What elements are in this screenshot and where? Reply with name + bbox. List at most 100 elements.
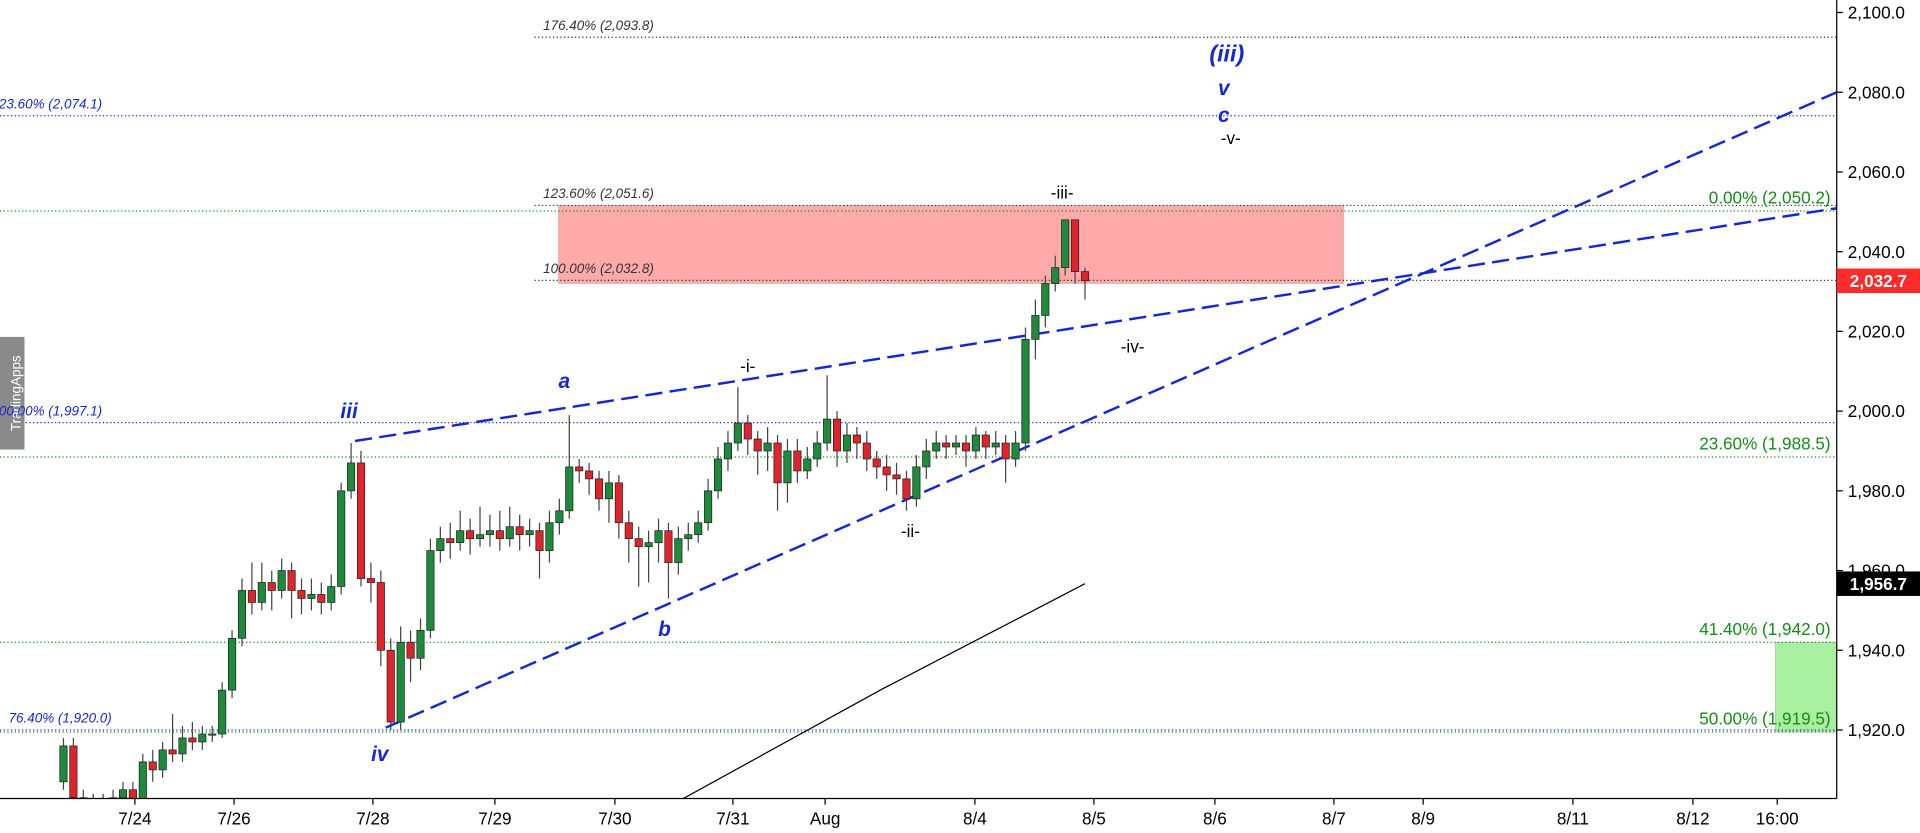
candle-body <box>1061 219 1070 268</box>
candle-body <box>902 478 911 500</box>
candle-body <box>79 797 88 799</box>
candle-body <box>168 749 177 755</box>
candle-body <box>69 745 78 799</box>
price-badge-label: 1,956.7 <box>1850 574 1907 594</box>
candle-body <box>922 450 931 468</box>
candle-body <box>952 442 961 448</box>
candle-body <box>118 789 128 799</box>
candle-body <box>188 737 197 743</box>
candle-body <box>208 733 217 736</box>
candle-body <box>614 482 623 524</box>
candle-body <box>565 466 574 512</box>
candle-body <box>277 570 286 591</box>
x-tick-label: 8/7 <box>1322 808 1346 828</box>
candle-body <box>1031 315 1040 340</box>
axes: 1,920.01,940.01,960.01,980.02,000.02,020… <box>118 3 1905 829</box>
candle-body <box>1071 219 1080 272</box>
candle-body <box>495 530 504 540</box>
plot-area <box>0 36 1837 814</box>
candle-body <box>485 530 494 536</box>
candle-body <box>59 745 68 783</box>
wave-label: a <box>559 370 571 393</box>
candle-body <box>535 530 544 551</box>
candle-body <box>545 522 554 551</box>
candle-body <box>624 522 633 540</box>
candle-body <box>644 542 653 548</box>
y-tick-label: 2,000.0 <box>1848 401 1905 421</box>
x-tick-label: 8/12 <box>1676 808 1709 828</box>
wave-label: c <box>1218 104 1230 127</box>
candle-body <box>406 641 415 659</box>
wave-label: -iv- <box>1121 337 1145 357</box>
candle-body <box>981 434 990 448</box>
y-tick-label: 2,020.0 <box>1848 322 1905 342</box>
candle-body <box>654 530 663 544</box>
candle-body <box>1080 271 1090 282</box>
x-tick-label: 7/30 <box>598 808 631 828</box>
wave-label: v <box>1218 77 1231 100</box>
wave-label: iii <box>340 400 359 423</box>
fib-label: 76.40% (1,920.0) <box>9 711 112 726</box>
candle-body <box>753 438 762 452</box>
candle-body <box>386 649 395 723</box>
candle-body <box>416 629 425 659</box>
candle-body <box>267 582 276 591</box>
candle-body <box>307 594 316 599</box>
candle-body <box>466 530 475 540</box>
candle-body <box>525 530 534 536</box>
candle-body <box>555 510 564 524</box>
x-tick-label: 8/4 <box>963 808 987 828</box>
candle-body <box>713 458 723 492</box>
candle-body <box>604 482 613 500</box>
candle-body <box>743 422 752 440</box>
x-tick-label: 8/11 <box>1557 808 1589 828</box>
fib-label: 100.00% (1,997.1) <box>0 403 102 418</box>
candle-body <box>585 470 594 480</box>
wave-label: -i- <box>740 356 755 376</box>
candle-body <box>674 538 683 563</box>
candle-body <box>128 789 137 799</box>
candle-body <box>1021 339 1030 444</box>
x-tick-label: 8/6 <box>1203 808 1227 828</box>
candle-body <box>664 530 673 563</box>
candle-body <box>228 637 237 691</box>
trendline <box>354 207 1837 443</box>
candle-body <box>882 466 891 476</box>
candle-body <box>793 450 802 472</box>
target-zone <box>1774 641 1837 733</box>
candle-body <box>337 490 346 587</box>
candle-body <box>347 462 356 492</box>
candle-body <box>872 458 881 468</box>
candle-body <box>684 534 693 540</box>
candle-body <box>813 442 822 460</box>
watermark-tab[interactable] <box>0 336 25 450</box>
candle-body <box>704 490 713 524</box>
candle-body <box>327 586 336 603</box>
candle-body <box>90 802 97 810</box>
x-tick-label: 16:00 <box>1756 808 1799 828</box>
candle-body <box>99 802 106 814</box>
candle-body <box>475 534 485 540</box>
price-badge <box>1836 268 1920 294</box>
candle-body <box>803 458 812 472</box>
candle-body <box>1011 442 1020 460</box>
fib-label: 23.60% (1,988.5) <box>1699 434 1830 454</box>
y-tick-label: 1,980.0 <box>1848 481 1905 501</box>
y-tick-label: 1,920.0 <box>1848 720 1905 740</box>
x-tick-label: 7/31 <box>716 808 749 828</box>
candle-body <box>932 442 941 452</box>
wave-label: b <box>658 618 671 641</box>
watermark[interactable]: TradingApps <box>9 355 24 431</box>
wave-label: -v- <box>1221 128 1241 148</box>
candle-body <box>148 761 157 771</box>
candle-body <box>1001 442 1010 460</box>
y-tick-label: 2,080.0 <box>1848 82 1905 102</box>
candle-body <box>961 442 971 452</box>
candle-body <box>396 641 405 723</box>
candle-body <box>842 434 852 452</box>
candle-body <box>237 590 247 639</box>
fib-label: 100.00% (2,032.8) <box>543 261 654 276</box>
candle-body <box>823 418 832 444</box>
y-tick-label: 1,940.0 <box>1848 640 1905 660</box>
